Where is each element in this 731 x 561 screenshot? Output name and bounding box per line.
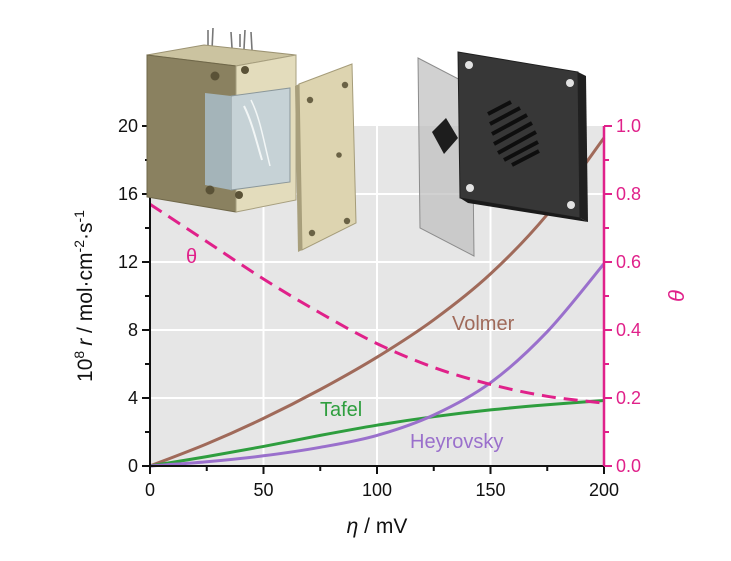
y-axis-left-label: 108r / mol·cm-2·s-1 bbox=[71, 210, 97, 382]
y-left-tick-label: 16 bbox=[118, 184, 138, 204]
y-axis-right-label: θ bbox=[664, 290, 689, 302]
x-tick-label: 0 bbox=[145, 480, 155, 500]
x-tick-label: 50 bbox=[253, 480, 273, 500]
x-tick-label: 150 bbox=[475, 480, 505, 500]
x-tick-label: 200 bbox=[589, 480, 619, 500]
series-line-heyrovsky bbox=[149, 262, 606, 468]
y-right-tick-label: 0.2 bbox=[616, 388, 641, 408]
y-left-tick-label: 12 bbox=[118, 252, 138, 272]
tafel-label: Tafel bbox=[320, 399, 362, 421]
volmer-label: Volmer bbox=[452, 313, 515, 335]
y-right-tick-label: 1.0 bbox=[616, 116, 641, 136]
x-tick-label: 100 bbox=[362, 480, 392, 500]
y-right-tick-label: 0.6 bbox=[616, 252, 641, 272]
ticks: 0 50 100 150 200 0 4 8 12 16 20 0.0 0.2 0.4 0.6 0.8 1.0 bbox=[118, 116, 641, 500]
y-left-tick-label: 0 bbox=[128, 456, 138, 476]
y-right-tick-label: 0.0 bbox=[616, 456, 641, 476]
series-line-volmer bbox=[149, 137, 606, 468]
y-left-tick-label: 4 bbox=[128, 388, 138, 408]
series-line-theta bbox=[149, 202, 605, 405]
y-left-tick-label: 20 bbox=[118, 116, 138, 136]
series-line-tafel bbox=[149, 399, 605, 468]
y-right-tick-label: 0.4 bbox=[616, 320, 641, 340]
electrode-plates-illustration bbox=[417, 51, 588, 257]
theta-label: θ bbox=[186, 246, 197, 268]
heyrovsky-label: Heyrovsky bbox=[410, 431, 503, 453]
x-axis-label: η / mV bbox=[347, 515, 408, 538]
series-layer bbox=[149, 137, 606, 468]
y-left-tick-label: 8 bbox=[128, 320, 138, 340]
y-right-tick-label: 0.8 bbox=[616, 184, 641, 204]
electrochemical-cell-illustration bbox=[146, 27, 357, 252]
